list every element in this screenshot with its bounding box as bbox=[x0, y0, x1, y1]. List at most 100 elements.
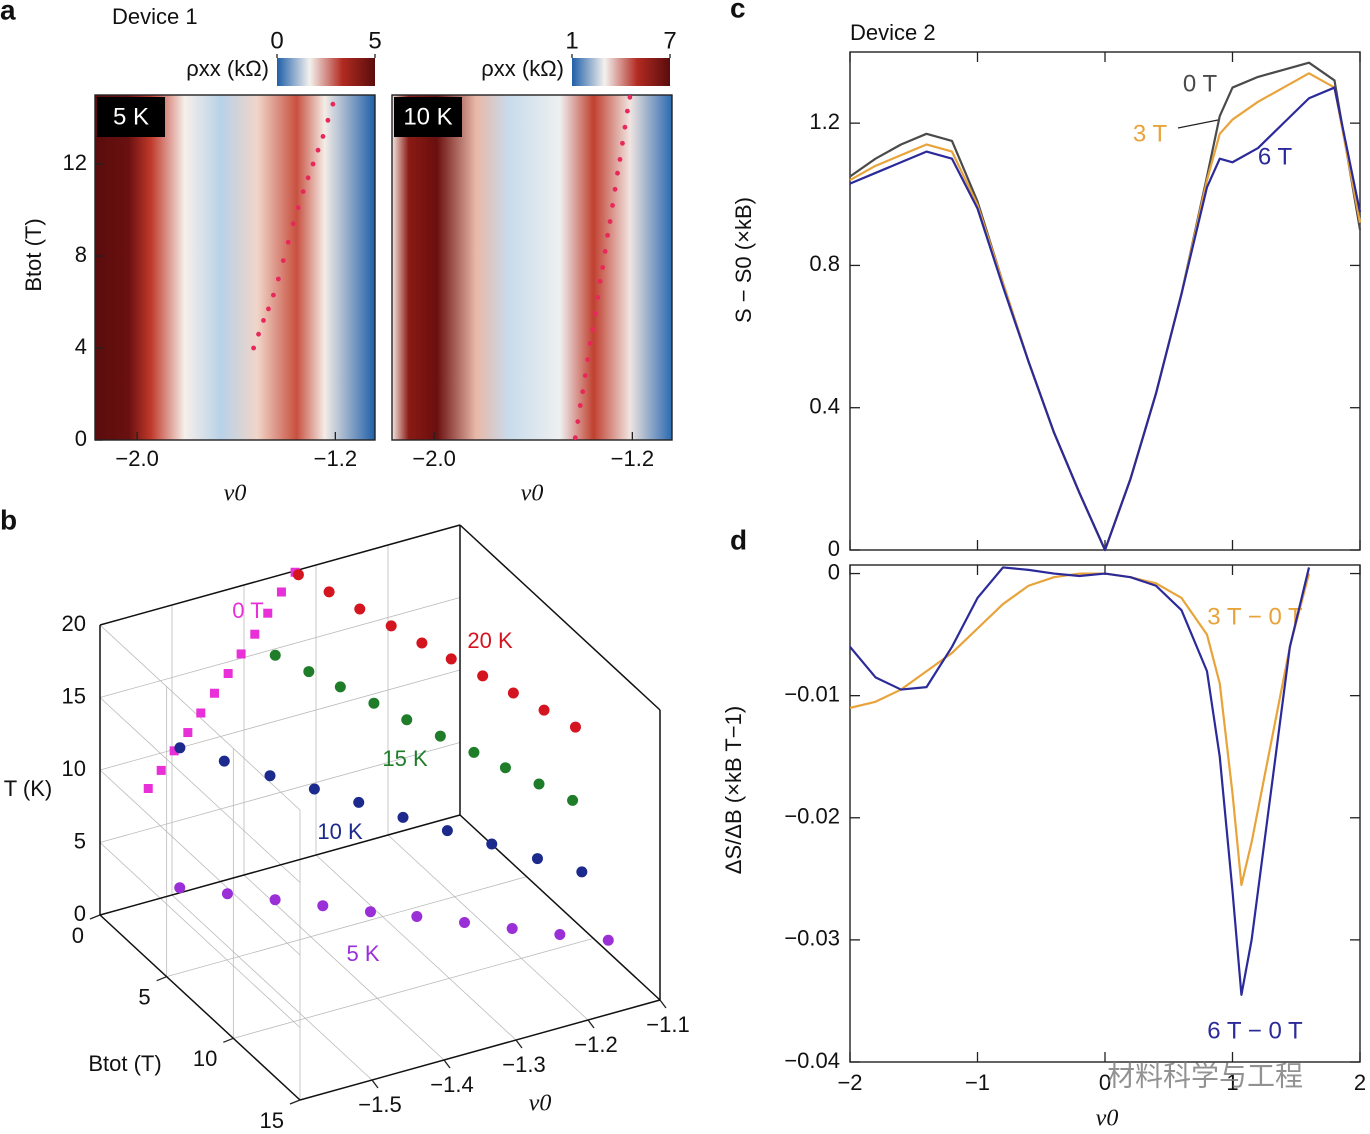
series-label: 15 K bbox=[382, 746, 428, 771]
data-point bbox=[196, 708, 206, 718]
data-point bbox=[506, 922, 518, 934]
data-point bbox=[411, 910, 423, 922]
series-label: 0 T bbox=[1183, 70, 1218, 97]
data-point bbox=[250, 629, 260, 639]
data-point bbox=[582, 373, 588, 378]
x-tick bbox=[587, 1019, 595, 1029]
data-point bbox=[605, 232, 610, 238]
data-point bbox=[300, 189, 306, 195]
data-point bbox=[592, 311, 598, 316]
data-point bbox=[600, 265, 606, 270]
z-tick-label: 15 bbox=[62, 683, 86, 708]
x-tick-label: −2.0 bbox=[412, 446, 455, 471]
data-point bbox=[595, 295, 601, 300]
data-point bbox=[602, 934, 614, 946]
series-label: 6 T − 0 T bbox=[1207, 1017, 1303, 1044]
x-tick-label: −1.1 bbox=[646, 1012, 689, 1037]
x-axis-label: ν0 bbox=[529, 1091, 552, 1117]
data-point bbox=[290, 221, 296, 227]
x-tick bbox=[371, 1079, 379, 1089]
annotation: 10 K bbox=[403, 103, 452, 130]
data-point bbox=[275, 276, 281, 282]
data-point bbox=[507, 687, 519, 699]
data-point bbox=[143, 784, 153, 793]
data-point bbox=[280, 258, 286, 263]
data-point bbox=[577, 403, 583, 408]
data-point bbox=[305, 175, 311, 181]
z-tick-label: 20 bbox=[62, 611, 86, 636]
y-tick-label: 5 bbox=[138, 984, 150, 1009]
y-tick-label: 0 bbox=[828, 559, 840, 584]
data-point bbox=[169, 746, 179, 756]
data-point bbox=[174, 882, 186, 894]
grid-line bbox=[99, 697, 301, 883]
x-tick bbox=[659, 999, 667, 1009]
data-point bbox=[266, 306, 271, 312]
grid-line bbox=[233, 937, 594, 1039]
series-label: 6 T bbox=[1258, 143, 1293, 170]
z-tick-label: 0 bbox=[74, 901, 86, 926]
y-axis-label: Btot (T) bbox=[88, 1051, 161, 1076]
y-tick-label: 0 bbox=[72, 923, 84, 948]
data-point bbox=[209, 688, 219, 698]
panel-label: d bbox=[730, 524, 747, 555]
data-point bbox=[615, 170, 620, 176]
grid-line bbox=[99, 842, 301, 1028]
x-tick-label: 2 bbox=[1354, 1070, 1366, 1095]
data-point bbox=[223, 669, 233, 678]
data-point bbox=[156, 765, 166, 775]
panel-label: a bbox=[0, 0, 16, 25]
data-point bbox=[587, 341, 593, 346]
data-point bbox=[580, 389, 586, 395]
heatmap-field bbox=[95, 95, 375, 440]
y-tick-label: 10 bbox=[193, 1046, 217, 1071]
y-axis-label: S − S0 (×kB) bbox=[731, 197, 756, 323]
grid-line bbox=[99, 769, 301, 956]
data-point bbox=[308, 783, 320, 795]
grid-line bbox=[171, 894, 373, 1081]
data-point bbox=[334, 681, 346, 693]
colorbar-label: ρxx (kΩ) bbox=[186, 56, 269, 81]
x-tick bbox=[515, 1039, 523, 1049]
data-point bbox=[624, 108, 630, 114]
data-point bbox=[183, 728, 193, 738]
x-axis-label: ν0 bbox=[1096, 1106, 1119, 1132]
data-point bbox=[310, 161, 316, 167]
colorbar-tick-label: 7 bbox=[663, 27, 676, 54]
data-point bbox=[607, 219, 613, 224]
data-point bbox=[353, 796, 365, 808]
data-point bbox=[585, 357, 591, 362]
data-point bbox=[569, 721, 581, 733]
data-point bbox=[354, 603, 366, 615]
chart-title: Device 1 bbox=[112, 4, 198, 29]
x-tick-label: −1.2 bbox=[314, 446, 357, 471]
x-tick-label: −1 bbox=[965, 1070, 990, 1095]
data-point bbox=[572, 435, 578, 441]
z-axis-label: T (K) bbox=[4, 776, 52, 801]
data-line bbox=[849, 61, 1362, 552]
data-point bbox=[610, 203, 615, 208]
annotation-box bbox=[97, 97, 165, 137]
colorbar-tick-label: 0 bbox=[270, 27, 283, 54]
data-point bbox=[264, 770, 276, 782]
y-axis-label: Btot (T) bbox=[21, 218, 46, 291]
data-point bbox=[218, 755, 230, 767]
panel-label: b bbox=[0, 504, 17, 535]
y-tick-label: 0 bbox=[75, 426, 87, 451]
data-point bbox=[401, 714, 413, 726]
data-point bbox=[221, 888, 233, 900]
data-point bbox=[459, 916, 471, 928]
data-point bbox=[590, 327, 596, 332]
data-point bbox=[364, 906, 376, 918]
y-tick-label: 4 bbox=[75, 334, 87, 359]
watermark: 材料科学与工程 bbox=[1107, 1060, 1303, 1091]
data-point bbox=[602, 249, 608, 254]
y-tick-label: 12 bbox=[63, 150, 87, 175]
data-line bbox=[849, 566, 1311, 996]
y-tick-label: 8 bbox=[75, 242, 87, 267]
x-tick-label: −1.3 bbox=[502, 1052, 545, 1077]
x-tick bbox=[443, 1059, 451, 1069]
data-point bbox=[486, 838, 498, 850]
data-point bbox=[575, 419, 581, 424]
series-label: 3 T bbox=[1133, 120, 1168, 147]
